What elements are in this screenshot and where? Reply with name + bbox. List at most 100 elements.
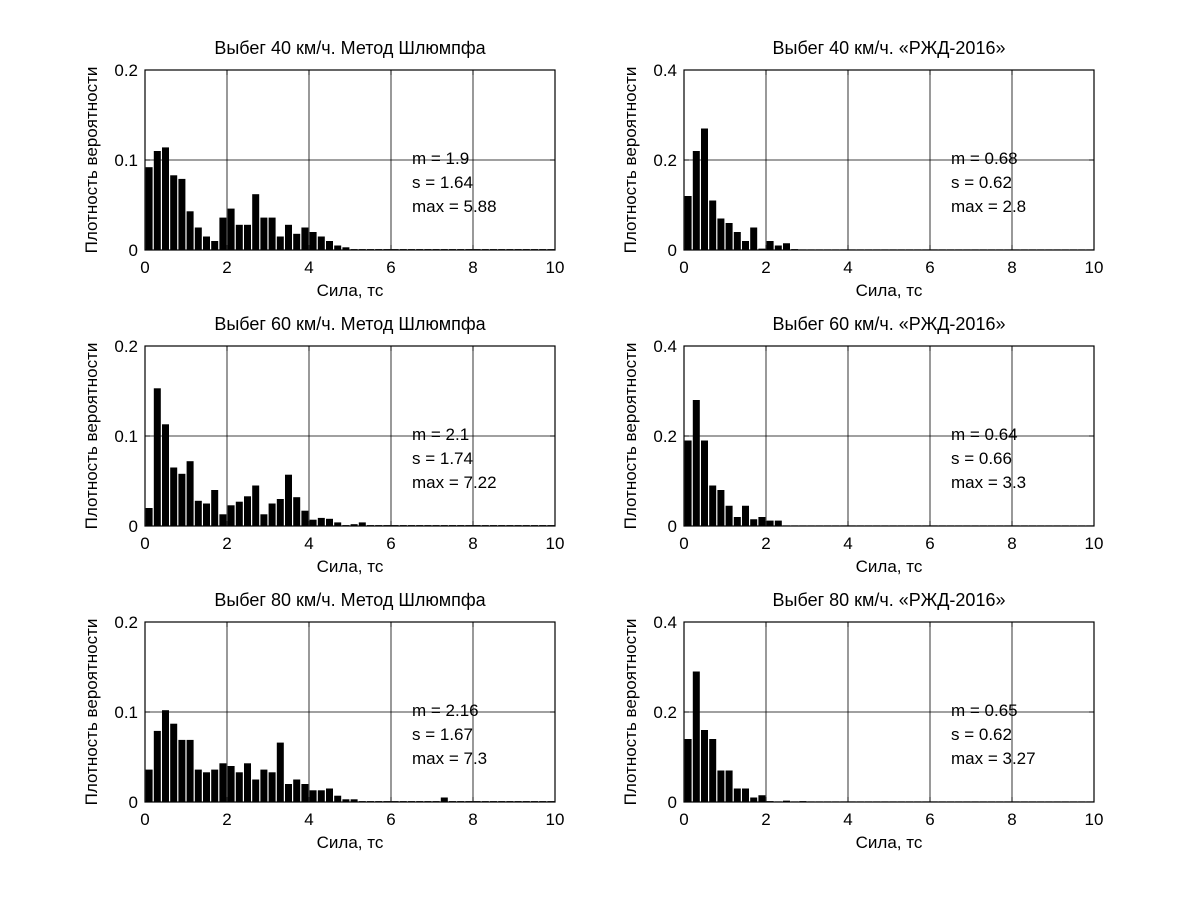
x-tick-label: 4 bbox=[304, 810, 313, 829]
stat-annotation: max = 7.22 bbox=[412, 473, 497, 492]
histogram-bar bbox=[692, 400, 700, 526]
histogram-bar bbox=[342, 247, 350, 250]
histogram-bar bbox=[252, 485, 260, 526]
histogram-bar bbox=[733, 232, 741, 250]
histogram-bar bbox=[194, 500, 202, 526]
y-tick-label: 0.1 bbox=[114, 427, 138, 446]
histogram-bar bbox=[244, 763, 251, 802]
histogram-bar bbox=[153, 388, 161, 526]
histogram-bar bbox=[717, 490, 725, 526]
x-tick-label: 6 bbox=[386, 534, 395, 553]
histogram-bar bbox=[358, 522, 366, 526]
y-tick-label: 0.2 bbox=[653, 427, 677, 446]
histogram-bar bbox=[733, 788, 741, 802]
chart-title: Выбег 40 км/ч. Метод Шлюмпфа bbox=[214, 38, 486, 58]
histogram-bar bbox=[692, 671, 700, 802]
histogram-bar bbox=[342, 799, 350, 802]
stat-annotation: m = 0.65 bbox=[951, 701, 1018, 720]
histogram-bar bbox=[178, 473, 186, 526]
histogram-bar bbox=[440, 797, 448, 802]
histogram-bar bbox=[235, 772, 243, 802]
x-tick-label: 0 bbox=[679, 258, 688, 277]
histogram-bar bbox=[219, 514, 227, 526]
histogram-bar bbox=[219, 217, 227, 250]
stat-annotation: max = 3.3 bbox=[951, 473, 1026, 492]
histogram-bar bbox=[717, 770, 725, 802]
chart-panel-4: 0 2 4 6 8 10 0 0.2 0.4 Выбег 60 км/ч. «РЖД-2016» С… bbox=[621, 314, 1103, 576]
x-tick-label: 6 bbox=[386, 810, 395, 829]
histogram-bar bbox=[186, 211, 194, 250]
x-axis-label: Сила, тс bbox=[856, 833, 923, 852]
histogram-bar bbox=[742, 788, 749, 802]
chart-panel-1: 0 2 4 6 8 10 0 0.1 0.2 Выбег 40 км/ч. Метод Шлюмп… bbox=[82, 38, 564, 300]
chart-title: Выбег 60 км/ч. Метод Шлюмпфа bbox=[214, 314, 486, 334]
histogram-bar bbox=[268, 503, 276, 526]
chart-panel-3: 0 2 4 6 8 10 0 0.1 0.2 Выбег 60 км/ч. Метод Шлюмп… bbox=[82, 314, 564, 576]
y-axis-label: Плотность вероятности bbox=[82, 343, 101, 530]
histogram-bar bbox=[293, 497, 301, 526]
histogram-bar bbox=[162, 424, 169, 526]
y-axis-label: Плотность вероятности bbox=[82, 67, 101, 254]
chart-title: Выбег 80 км/ч. «РЖД-2016» bbox=[773, 590, 1006, 610]
histogram-bar bbox=[145, 508, 153, 526]
x-tick-label: 6 bbox=[386, 258, 395, 277]
y-tick-label: 0 bbox=[129, 241, 138, 260]
x-axis-label: Сила, тс bbox=[317, 833, 384, 852]
histogram-bar bbox=[170, 175, 178, 250]
y-tick-label: 0.2 bbox=[114, 613, 138, 632]
histogram-bar bbox=[334, 522, 342, 526]
histogram-bar bbox=[186, 739, 194, 802]
chart-panel-5: 0 2 4 6 8 10 0 0.1 0.2 Выбег 80 км/ч. Метод Шлюмп… bbox=[82, 590, 564, 852]
histogram-bar bbox=[774, 245, 782, 250]
histogram-bar bbox=[145, 769, 153, 802]
histogram-bar bbox=[326, 788, 333, 802]
histogram-bar bbox=[301, 784, 309, 802]
histogram-bar bbox=[725, 223, 733, 250]
stat-annotation: s = 0.66 bbox=[951, 449, 1012, 468]
x-tick-label: 0 bbox=[140, 534, 149, 553]
histogram-bar bbox=[211, 241, 219, 250]
histogram-bar bbox=[227, 505, 235, 526]
histogram-bar bbox=[758, 248, 766, 250]
histogram-bar bbox=[758, 795, 766, 802]
x-tick-label: 2 bbox=[222, 258, 231, 277]
x-axis-label: Сила, тс bbox=[856, 557, 923, 576]
y-tick-label: 0 bbox=[129, 517, 138, 536]
histogram-bar bbox=[766, 241, 774, 250]
x-tick-label: 8 bbox=[1007, 534, 1016, 553]
histogram-bar bbox=[260, 769, 268, 802]
histogram-bar bbox=[692, 151, 700, 250]
histogram-bar bbox=[317, 517, 325, 526]
chart-panel-2: 0 2 4 6 8 10 0 0.2 0.4 Выбег 40 км/ч. «РЖД-2016» С… bbox=[621, 38, 1103, 300]
y-tick-label: 0 bbox=[668, 793, 677, 812]
histogram-bar bbox=[326, 241, 333, 250]
y-axis-label: Плотность вероятности bbox=[82, 619, 101, 806]
stat-annotation: m = 2.16 bbox=[412, 701, 479, 720]
histogram-bar bbox=[162, 710, 169, 802]
x-axis-label: Сила, тс bbox=[856, 281, 923, 300]
chart-panel-6: 0 2 4 6 8 10 0 0.2 0.4 Выбег 80 км/ч. «РЖД-2016» С… bbox=[621, 590, 1103, 852]
chart-title: Выбег 60 км/ч. «РЖД-2016» bbox=[773, 314, 1006, 334]
histogram-bar bbox=[276, 499, 284, 526]
histogram-bar bbox=[211, 490, 219, 526]
y-axis-label: Плотность вероятности bbox=[621, 619, 640, 806]
histogram-bar bbox=[227, 208, 235, 250]
y-axis-label: Плотность вероятности bbox=[621, 67, 640, 254]
x-tick-label: 8 bbox=[468, 810, 477, 829]
histogram-bar bbox=[309, 519, 317, 526]
x-tick-label: 10 bbox=[1085, 258, 1104, 277]
x-tick-label: 8 bbox=[468, 534, 477, 553]
histogram-bar bbox=[750, 227, 758, 250]
histogram-bar bbox=[178, 178, 186, 250]
y-tick-label: 0.2 bbox=[653, 151, 677, 170]
histogram-bar bbox=[235, 501, 243, 526]
histogram-bar bbox=[758, 517, 766, 526]
x-tick-label: 0 bbox=[679, 534, 688, 553]
histogram-bar bbox=[709, 485, 717, 526]
histogram-bar bbox=[268, 217, 276, 250]
histogram-bar bbox=[153, 151, 161, 250]
stat-annotation: s = 1.67 bbox=[412, 725, 473, 744]
x-tick-label: 0 bbox=[140, 810, 149, 829]
histogram-bar bbox=[766, 520, 774, 526]
